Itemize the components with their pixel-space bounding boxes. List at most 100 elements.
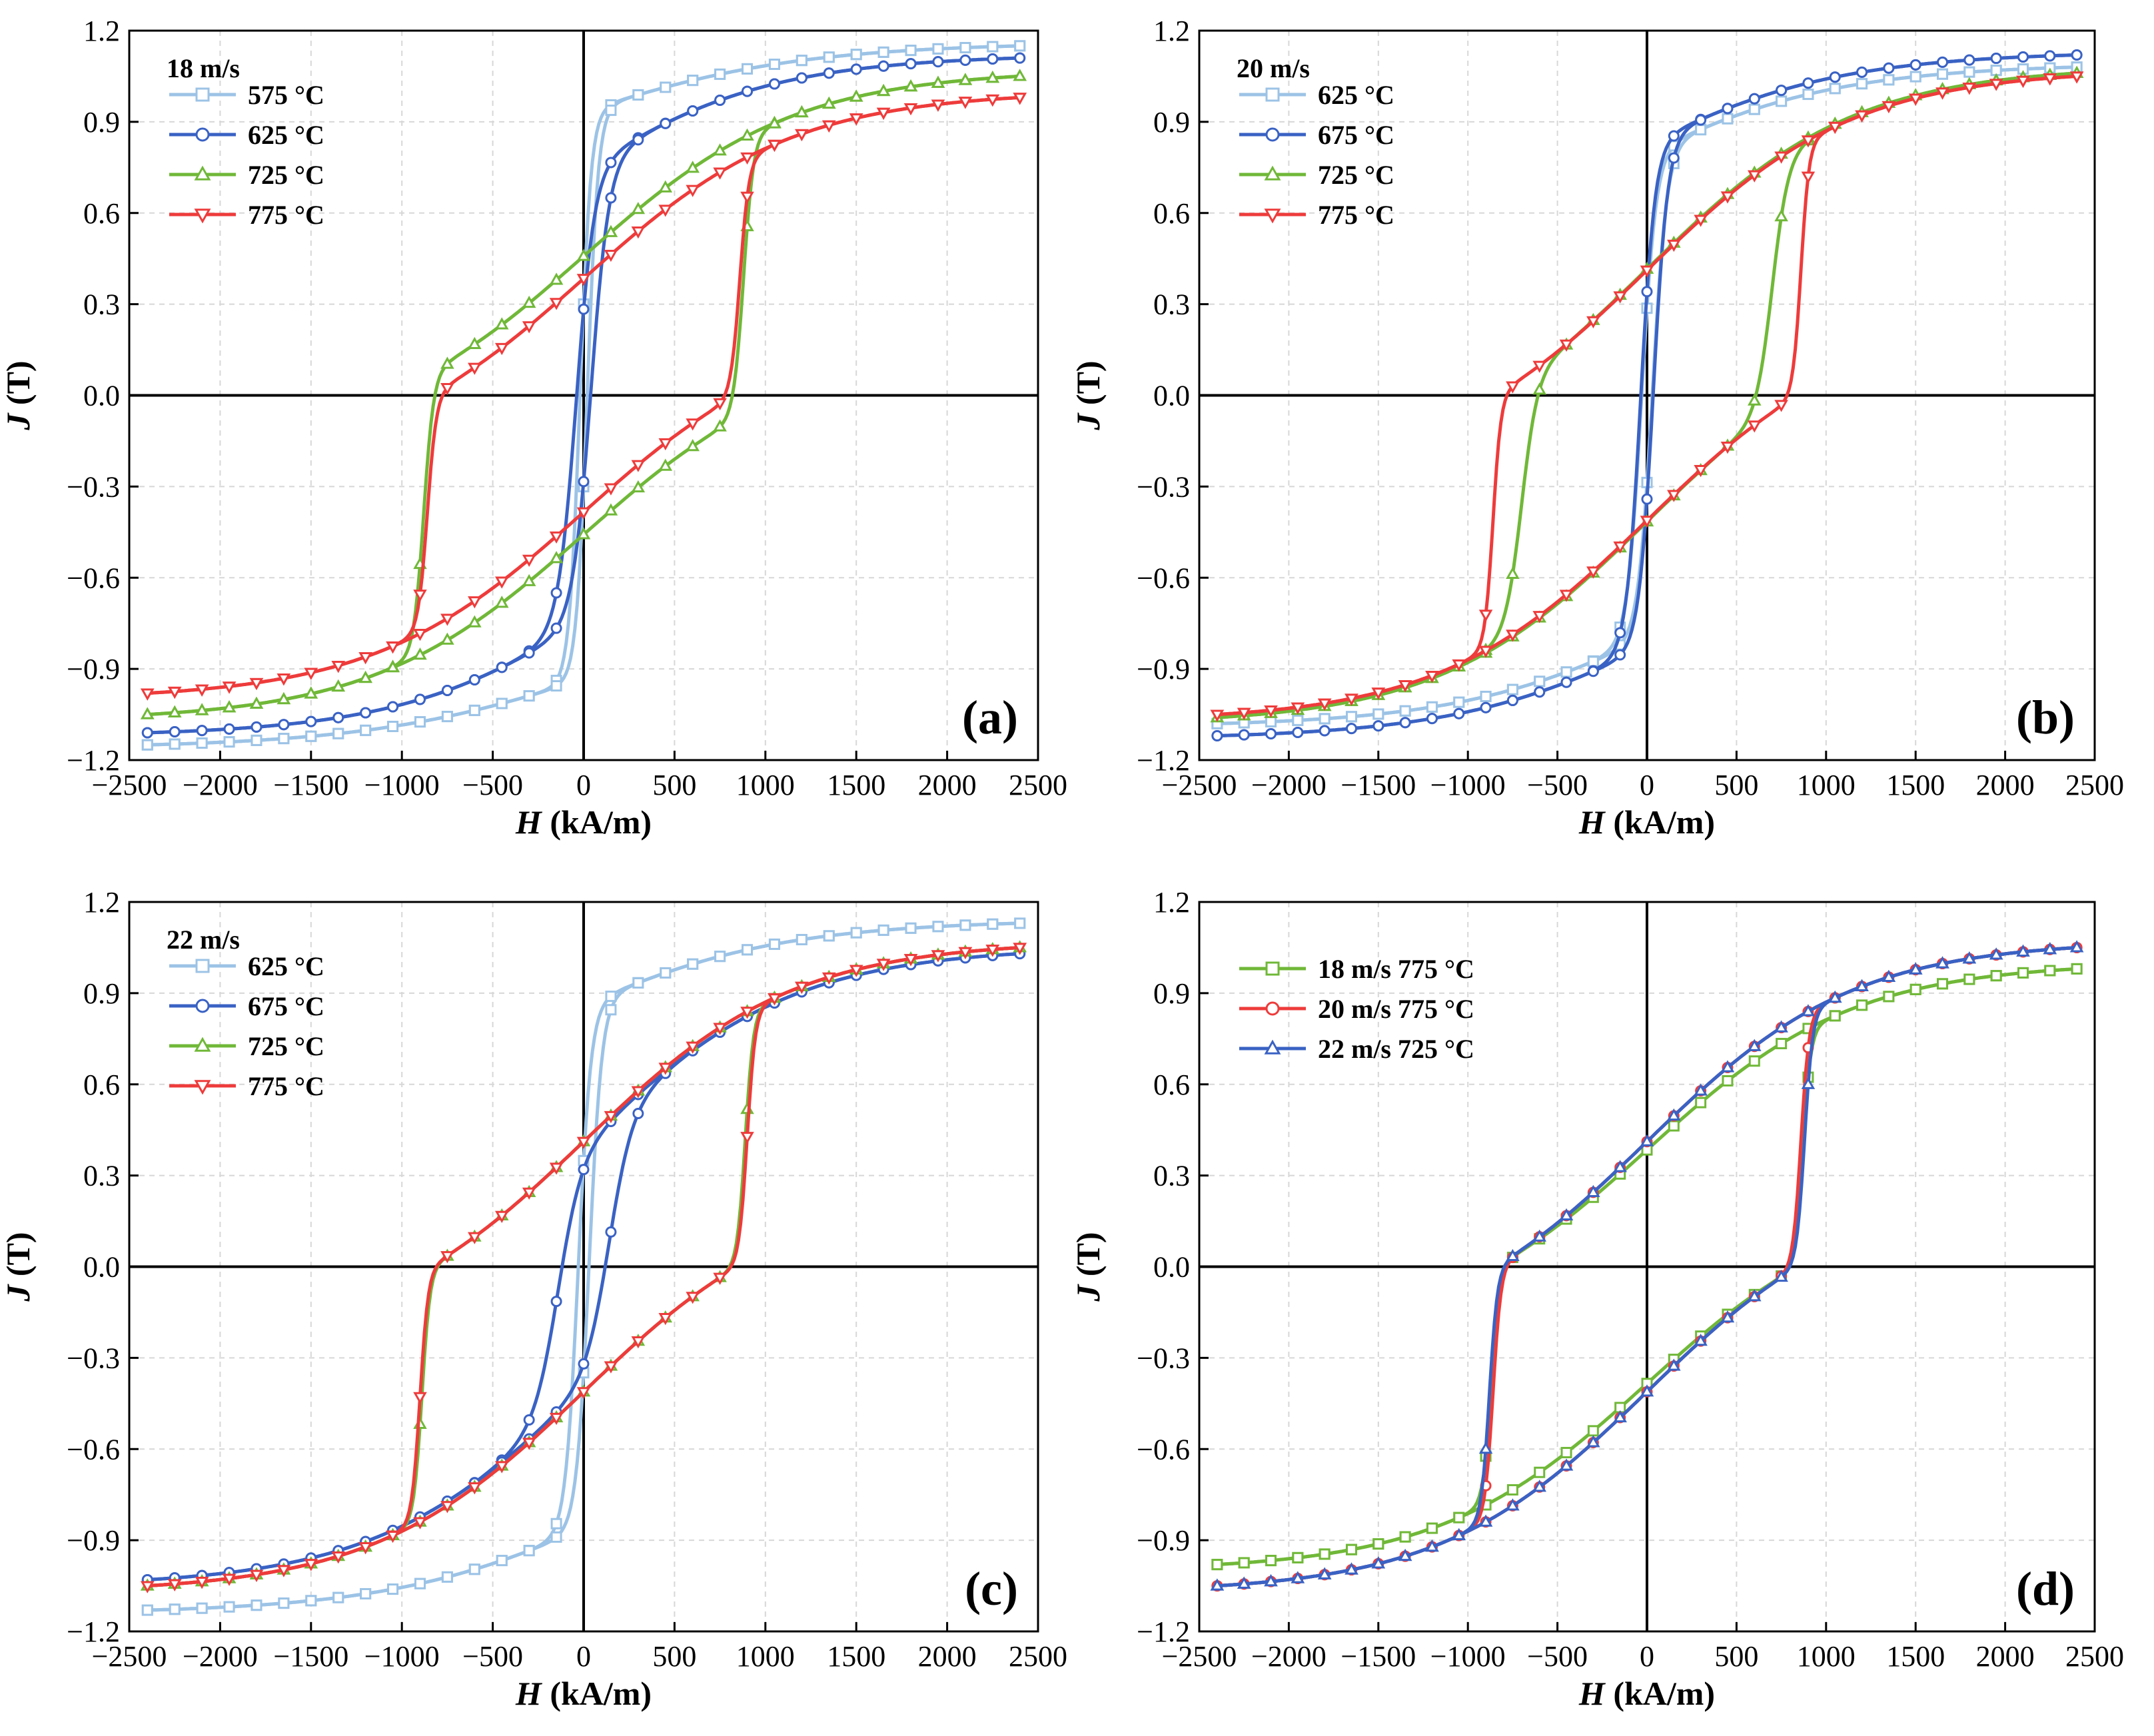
x-tick-label: 2500 [1009, 1640, 1067, 1673]
x-tick-label: 0 [1640, 769, 1654, 801]
data-point [414, 1577, 426, 1589]
x-tick-label: −2500 [92, 769, 167, 801]
data-point [576, 507, 591, 520]
data-point [578, 1358, 590, 1370]
data-point [494, 317, 509, 330]
legend-marker [1265, 127, 1280, 142]
x-tick-label: −1000 [1430, 769, 1506, 801]
data-point [1013, 69, 1027, 81]
data-point [931, 99, 945, 112]
data-point [1238, 729, 1250, 741]
data-point [1292, 1551, 1304, 1563]
data-point [1989, 79, 2003, 91]
x-tick-label: 2000 [918, 769, 977, 801]
legend-marker [1264, 1039, 1281, 1055]
data-point [1371, 1556, 1386, 1569]
data-point [1426, 713, 1438, 725]
data-point [2017, 967, 2029, 979]
data-point [276, 691, 291, 705]
legend-marker [194, 209, 211, 224]
data-point [605, 1004, 617, 1016]
data-point [1963, 54, 1975, 66]
data-point [877, 46, 889, 58]
data-point [468, 673, 480, 685]
data-point [1480, 701, 1492, 713]
data-point [1614, 649, 1626, 661]
data-point [632, 89, 644, 101]
data-point [468, 1232, 482, 1244]
legend-label: 725 °C [248, 160, 324, 190]
data-point [1962, 951, 1977, 964]
data-point [386, 1530, 400, 1543]
data-point [167, 686, 182, 699]
data-point [169, 725, 181, 737]
data-point [496, 661, 508, 673]
legend-marker [194, 1080, 211, 1095]
data-point [1291, 702, 1305, 715]
data-point [1802, 77, 1814, 89]
x-tick-label: 500 [1714, 1640, 1758, 1673]
data-point [550, 622, 562, 634]
data-point [1801, 1004, 1816, 1017]
data-point [605, 157, 617, 169]
data-point [1667, 239, 1681, 252]
data-point [413, 590, 427, 602]
data-point [823, 67, 835, 79]
data-point [768, 938, 780, 950]
data-point [1372, 720, 1384, 732]
data-point [985, 71, 1000, 83]
data-point [1398, 679, 1412, 693]
data-point [742, 944, 754, 956]
data-point [1560, 1447, 1572, 1459]
data-point [632, 977, 644, 989]
data-point [605, 1226, 617, 1238]
data-point [1829, 83, 1841, 95]
data-point [305, 715, 317, 727]
data-point [1694, 215, 1708, 227]
data-point [1534, 686, 1546, 698]
data-point [849, 965, 863, 977]
data-point [1667, 1358, 1681, 1371]
data-point [1478, 1514, 1493, 1527]
data-point [167, 1579, 182, 1591]
data-point [768, 116, 782, 129]
data-point [1640, 1384, 1654, 1397]
data-point [1908, 962, 1923, 975]
data-point [660, 81, 672, 93]
data-point [1559, 339, 1574, 352]
data-point [604, 483, 618, 496]
x-tick-label: −1500 [1341, 1640, 1416, 1673]
data-point [795, 129, 809, 142]
data-point [604, 1110, 618, 1124]
data-point [742, 63, 754, 75]
data-point [496, 697, 508, 709]
data-point [2069, 940, 2084, 953]
x-tick-label: −2000 [183, 769, 258, 801]
data-point [1292, 714, 1304, 726]
data-point [714, 95, 726, 107]
data-point [687, 958, 699, 970]
data-point [850, 927, 862, 939]
y-tick-label: −0.6 [67, 1433, 120, 1466]
legend-label: 18 m/s 775 °C [1318, 954, 1474, 984]
data-point [549, 531, 564, 544]
data-point [1856, 999, 1868, 1011]
data-point [251, 721, 263, 733]
data-point [631, 1336, 646, 1349]
data-point [1640, 516, 1654, 528]
x-axis-label: H (kA/m) [515, 1675, 652, 1712]
data-point [387, 1583, 399, 1595]
legend-marker [195, 87, 210, 102]
y-tick-label: 0.6 [83, 1069, 120, 1101]
data-point [1774, 209, 1788, 222]
data-point [849, 89, 863, 102]
data-point [1641, 286, 1653, 298]
x-tick-label: −2000 [1251, 1640, 1327, 1673]
data-point [440, 1501, 454, 1514]
data-point [768, 993, 782, 1006]
data-point [1668, 152, 1680, 164]
data-point [278, 719, 290, 731]
data-point [1883, 62, 1895, 74]
y-tick-label: 0.0 [1153, 380, 1190, 412]
data-point [441, 711, 453, 723]
